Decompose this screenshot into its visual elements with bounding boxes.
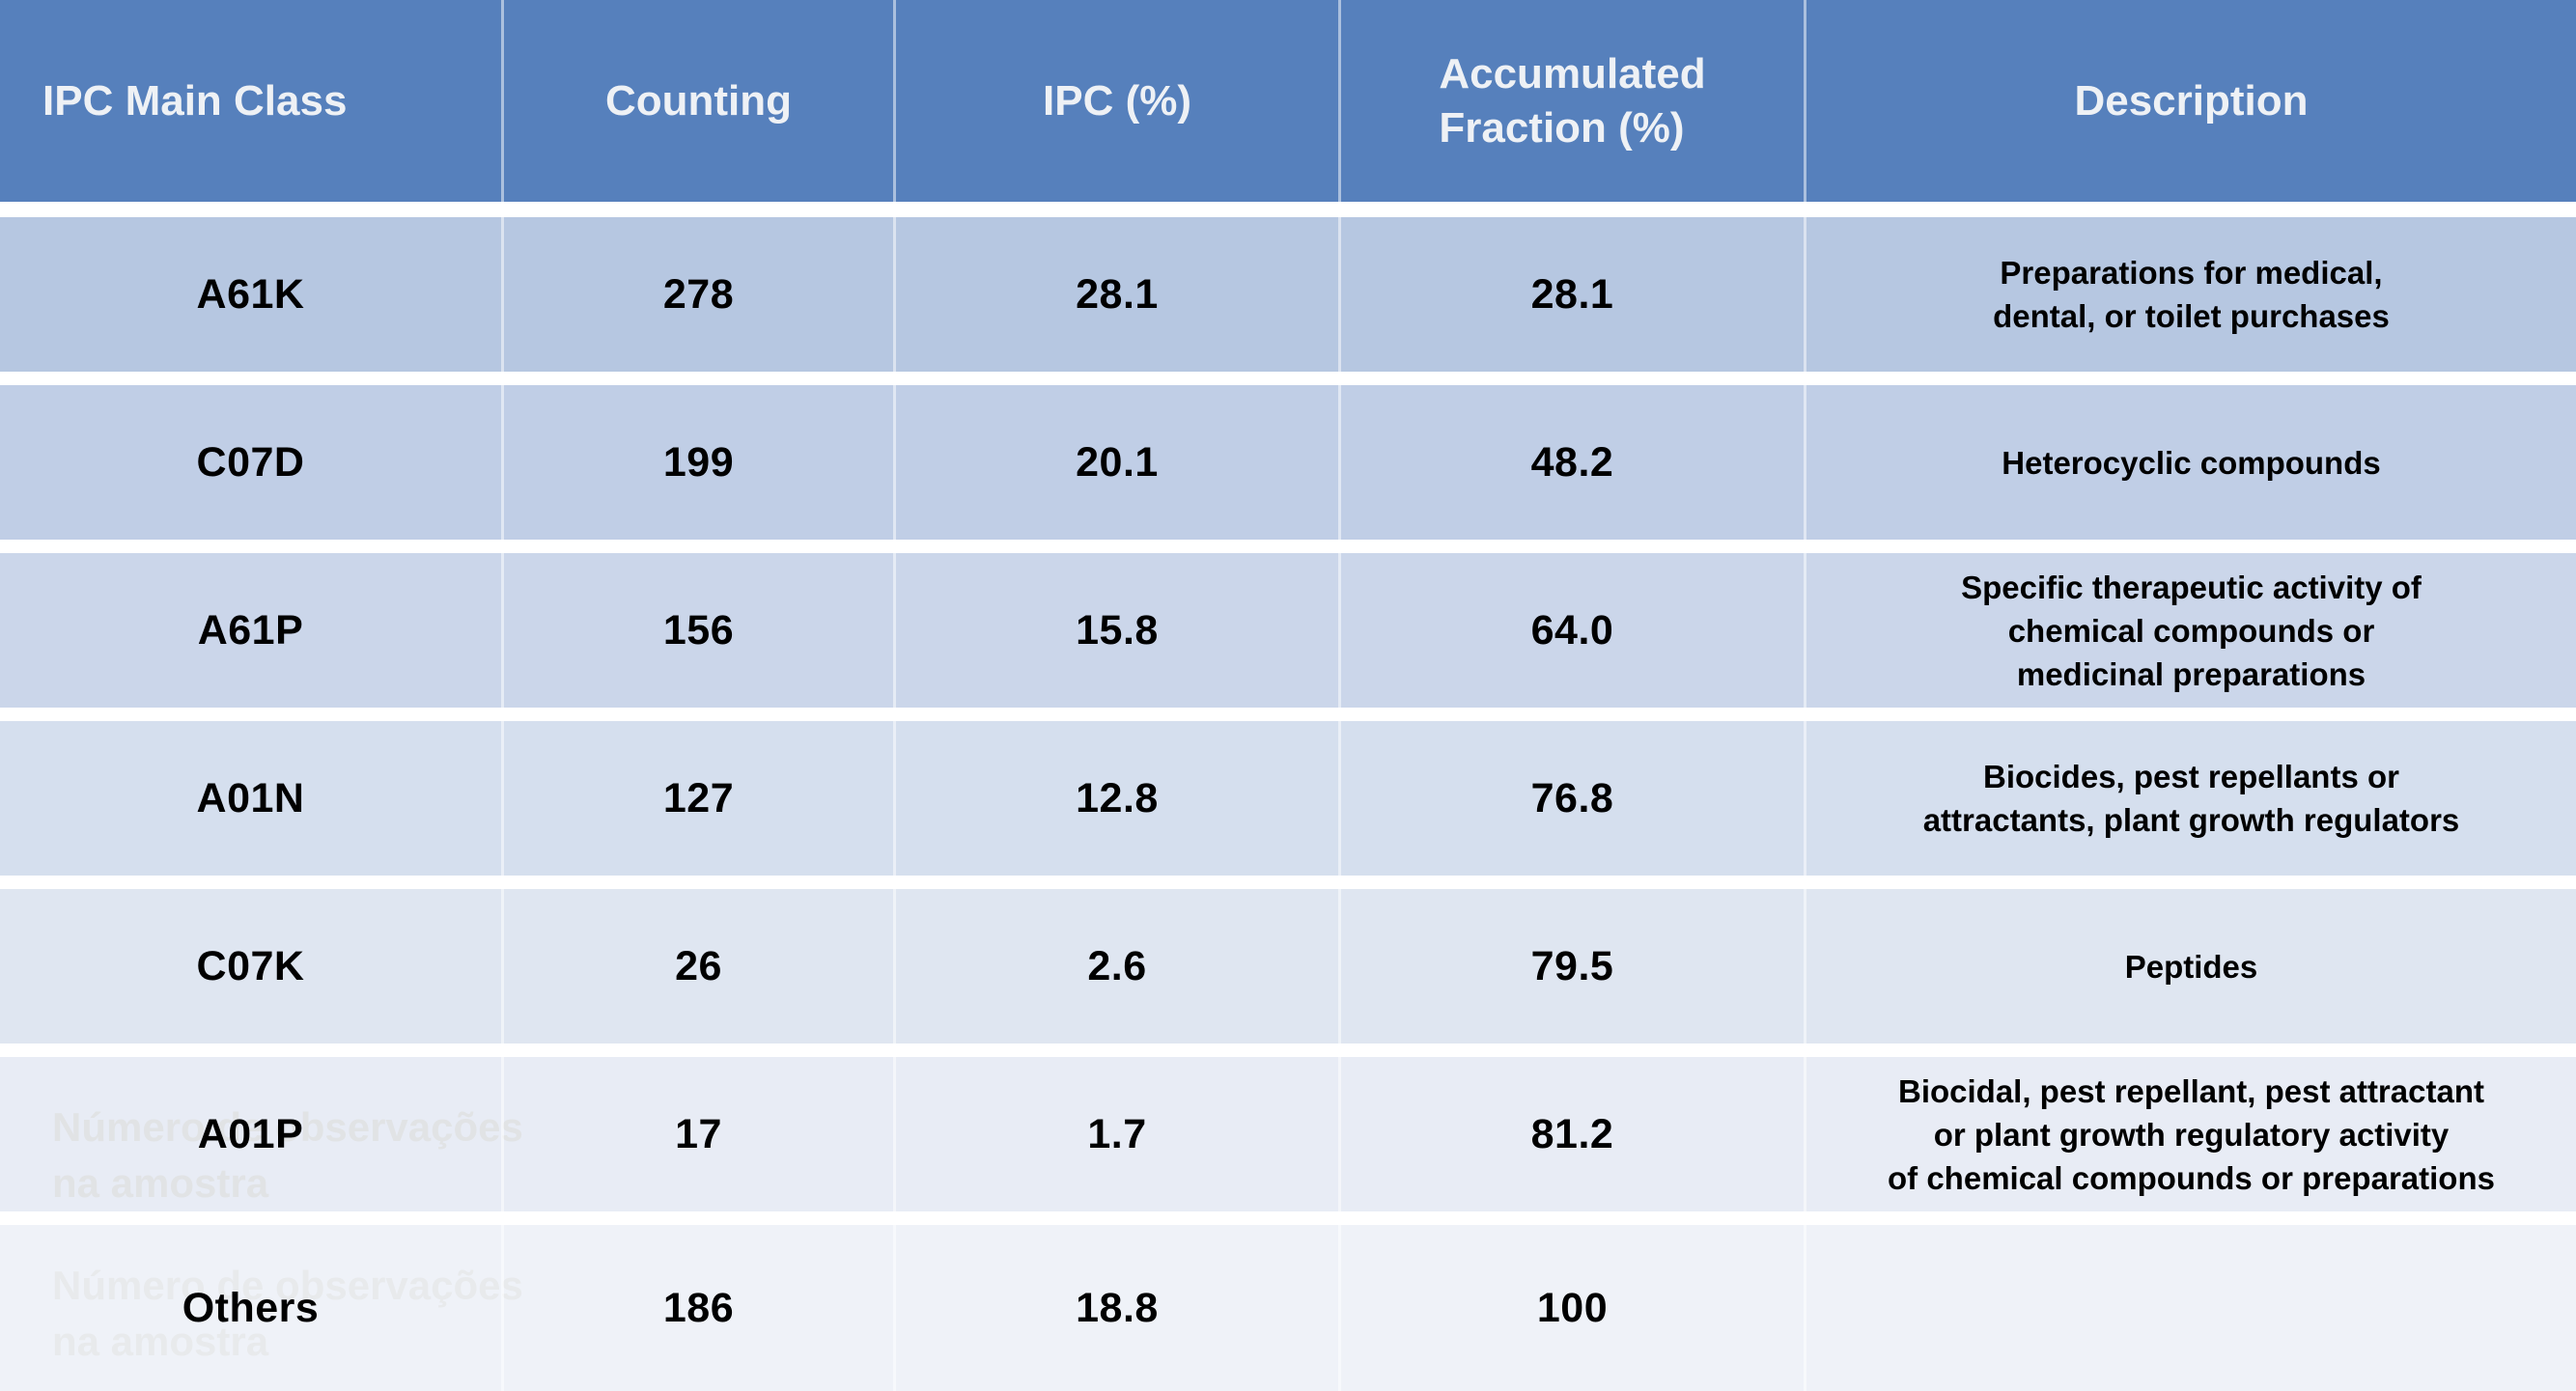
row-divider bbox=[0, 202, 2576, 217]
row-divider bbox=[0, 540, 2576, 553]
cell-description: Peptides bbox=[1804, 889, 2576, 1043]
cell-ipc-pct: 18.8 bbox=[893, 1225, 1338, 1391]
header-cell-ipc-pct: IPC (%) bbox=[893, 0, 1338, 202]
header-cell-description: Description bbox=[1804, 0, 2576, 202]
table-header: IPC Main Class Counting IPC (%) Accumula… bbox=[0, 0, 2576, 202]
header-cell-accumulated-fraction: Accumulated Fraction (%) bbox=[1338, 0, 1804, 202]
cell-acc-fraction: 76.8 bbox=[1338, 721, 1804, 876]
table-row: A61P 156 15.8 64.0 Specific therapeutic … bbox=[0, 553, 2576, 708]
cell-description: Specific therapeutic activity of chemica… bbox=[1804, 553, 2576, 708]
cell-description: Heterocyclic compounds bbox=[1804, 385, 2576, 540]
table-row: C07K 26 2.6 79.5 Peptides bbox=[0, 889, 2576, 1043]
cell-description: Biocides, pest repellants or attractants… bbox=[1804, 721, 2576, 876]
cell-description: Biocidal, pest repellant, pest attractan… bbox=[1804, 1057, 2576, 1211]
row-divider bbox=[0, 372, 2576, 385]
cell-acc-fraction: 28.1 bbox=[1338, 217, 1804, 372]
cell-ipc-pct: 12.8 bbox=[893, 721, 1338, 876]
row-divider bbox=[0, 876, 2576, 889]
cell-counting: 26 bbox=[501, 889, 893, 1043]
header-label-ipc-main-class: IPC Main Class bbox=[42, 76, 348, 125]
cell-ipc-pct: 28.1 bbox=[893, 217, 1338, 372]
table-row: A61K 278 28.1 28.1 Preparations for medi… bbox=[0, 217, 2576, 372]
header-cell-ipc-main-class: IPC Main Class bbox=[0, 0, 501, 202]
cell-description: Preparations for medical, dental, or toi… bbox=[1804, 217, 2576, 372]
cell-acc-fraction: 79.5 bbox=[1338, 889, 1804, 1043]
row-divider bbox=[0, 1211, 2576, 1225]
cell-ipc-pct: 1.7 bbox=[893, 1057, 1338, 1211]
cell-counting: 186 bbox=[501, 1225, 893, 1391]
table-row: Número de observações na amostra A01P 17… bbox=[0, 1057, 2576, 1211]
cell-counting: 156 bbox=[501, 553, 893, 708]
cell-counting: 17 bbox=[501, 1057, 893, 1211]
cell-class-code: A01N bbox=[196, 774, 305, 821]
header-label-accumulated-fraction: Accumulated Fraction (%) bbox=[1439, 49, 1706, 152]
cell-ipc-pct: 2.6 bbox=[893, 889, 1338, 1043]
cell-class-code: C07D bbox=[196, 438, 305, 486]
cell-ipc-pct: 20.1 bbox=[893, 385, 1338, 540]
cell-description bbox=[1804, 1225, 2576, 1391]
cell-counting: 199 bbox=[501, 385, 893, 540]
cell-counting: 127 bbox=[501, 721, 893, 876]
cell-acc-fraction: 81.2 bbox=[1338, 1057, 1804, 1211]
table-row: C07D 199 20.1 48.2 Heterocyclic compound… bbox=[0, 385, 2576, 540]
cell-class-code: A61K bbox=[196, 270, 305, 318]
cell-acc-fraction: 100 bbox=[1338, 1225, 1804, 1391]
header-cell-counting: Counting bbox=[501, 0, 893, 202]
cell-counting: 278 bbox=[501, 217, 893, 372]
table-row: Número de observações na amostra Others … bbox=[0, 1225, 2576, 1391]
row-divider bbox=[0, 708, 2576, 721]
cell-ipc-pct: 15.8 bbox=[893, 553, 1338, 708]
cell-class-code: C07K bbox=[196, 942, 305, 989]
cell-class-code: A61P bbox=[197, 606, 304, 654]
header-label-ipc-pct: IPC (%) bbox=[1043, 76, 1191, 125]
cell-class-code: A01P bbox=[197, 1110, 304, 1157]
header-label-description: Description bbox=[2074, 76, 2309, 125]
table-row: A01N 127 12.8 76.8 Biocides, pest repell… bbox=[0, 721, 2576, 876]
header-label-counting: Counting bbox=[604, 76, 793, 125]
cell-acc-fraction: 64.0 bbox=[1338, 553, 1804, 708]
cell-class-code: Others bbox=[182, 1284, 320, 1331]
cell-acc-fraction: 48.2 bbox=[1338, 385, 1804, 540]
row-divider bbox=[0, 1043, 2576, 1057]
